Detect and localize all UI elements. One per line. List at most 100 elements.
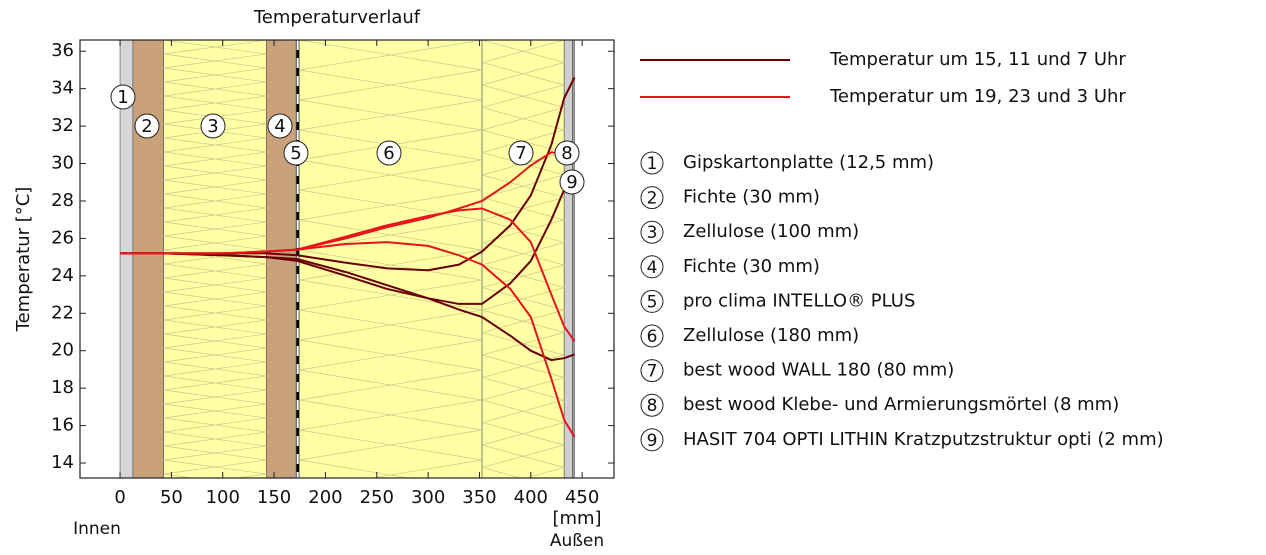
y-tick-label: 14 (51, 452, 74, 473)
layer-legend-marker (640, 289, 664, 313)
hatch (299, 399, 483, 461)
layer (481, 40, 565, 478)
hatch (163, 67, 267, 97)
legend-label: Temperatur um 15, 11 und 7 Uhr (829, 49, 1126, 70)
layer-number: 9 (566, 172, 577, 193)
layer-number: 7 (515, 143, 526, 164)
layer-legend-label: HASIT 704 OPTI LITHIN Kratzputzstruktur … (683, 429, 1164, 450)
hatch (299, 339, 483, 401)
y-tick-label: 34 (51, 78, 74, 99)
layer-legend-label: best wood Klebe- und Armierungsmörtel (8… (683, 394, 1119, 415)
layer-number: 2 (141, 116, 152, 137)
x-tick-label: 50 (160, 487, 183, 508)
layer-legend-marker (640, 151, 664, 175)
y-tick-label: 32 (51, 115, 74, 136)
x-tick-label: 100 (206, 487, 240, 508)
hatch (299, 279, 483, 341)
layer-legend-marker (640, 393, 664, 417)
layer-legend-marker (640, 186, 664, 210)
outside-label: Außen (550, 531, 604, 551)
x-tick-label: 350 (462, 487, 496, 508)
x-tick-label: 450 (565, 487, 599, 508)
hatch (299, 159, 483, 221)
hatch (163, 319, 267, 349)
inside-label: Innen (73, 519, 121, 539)
y-tick-label: 26 (51, 227, 74, 248)
layer-legend-marker (640, 359, 664, 383)
hatch (480, 444, 566, 478)
hatch (299, 459, 483, 478)
layer-marker (559, 169, 585, 195)
plot-frame (79, 39, 615, 479)
temperature-line (120, 241, 576, 438)
x-tick-label: 200 (308, 487, 342, 508)
layer (163, 40, 267, 478)
layer (563, 40, 573, 478)
layer-number: 4 (274, 116, 285, 137)
layer-legend-label: best wood WALL 180 (80 mm) (683, 360, 954, 381)
x-tick-label: 150 (257, 487, 291, 508)
layer-legend-label: Zellulose (180 mm) (683, 325, 859, 346)
layer-legend-marker (640, 428, 664, 452)
y-tick-label: 36 (51, 40, 74, 61)
legend-label: Temperatur um 19, 23 und 3 Uhr (829, 86, 1126, 107)
layer-legend-number: 4 (647, 258, 658, 278)
layer-legend-number: 6 (647, 327, 658, 347)
layer-marker (508, 140, 534, 166)
hatch (163, 95, 267, 125)
y-tick-label: 30 (51, 153, 74, 174)
layer-legend-label: Fichte (30 mm) (683, 256, 820, 277)
hatch (163, 263, 267, 293)
plot (119, 40, 576, 478)
layer-number: 3 (207, 116, 218, 137)
layer-legend-marker (640, 220, 664, 244)
chart-title: Temperaturverlauf (253, 7, 421, 28)
hatch (163, 151, 267, 181)
y-axis-label: Temperatur [°C] (13, 187, 34, 333)
hatch (163, 347, 267, 377)
hatch (163, 459, 267, 478)
layer-marker (283, 140, 309, 166)
layer-number: 6 (383, 143, 394, 164)
hatch (163, 207, 267, 237)
hatch (163, 291, 267, 321)
hatch (163, 179, 267, 209)
layer-number: 1 (117, 87, 128, 108)
layer-marker (200, 113, 226, 139)
hatch (480, 264, 566, 311)
hatch (299, 40, 483, 101)
x-tick-label: 300 (411, 487, 445, 508)
layer-number: 5 (290, 143, 301, 164)
hatch (163, 431, 267, 461)
layer-legend-marker (640, 324, 664, 348)
layer-legend-label: Zellulose (100 mm) (683, 221, 859, 242)
layer-legend-number: 8 (647, 396, 658, 416)
layer-legend-number: 1 (647, 154, 658, 174)
layer-legend-number: 7 (647, 362, 658, 382)
layer-marker (110, 84, 136, 110)
x-tick-label: 250 (360, 487, 394, 508)
layer-number: 8 (561, 143, 572, 164)
layer-marker (554, 140, 580, 166)
hatch (480, 84, 566, 131)
hatch (163, 40, 267, 69)
layer-legend-label: pro clima INTELLO® PLUS (683, 290, 915, 311)
y-tick-label: 18 (51, 377, 74, 398)
hatch (163, 235, 267, 265)
hatch (163, 123, 267, 153)
hatch (163, 375, 267, 405)
y-tick-label: 16 (51, 415, 74, 436)
hatch (480, 309, 566, 356)
layer-legend-label: Fichte (30 mm) (683, 187, 820, 208)
layer-marker (376, 140, 402, 166)
y-tick-label: 28 (51, 190, 74, 211)
x-axis-label: [mm] (552, 508, 601, 529)
hatch (480, 40, 566, 86)
y-tick-label: 20 (51, 340, 74, 361)
layer-legend-marker (640, 255, 664, 279)
layer-marker (134, 113, 160, 139)
layer-marker (267, 113, 293, 139)
layer-legend-number: 3 (647, 223, 658, 243)
x-tick-label: 400 (514, 487, 548, 508)
